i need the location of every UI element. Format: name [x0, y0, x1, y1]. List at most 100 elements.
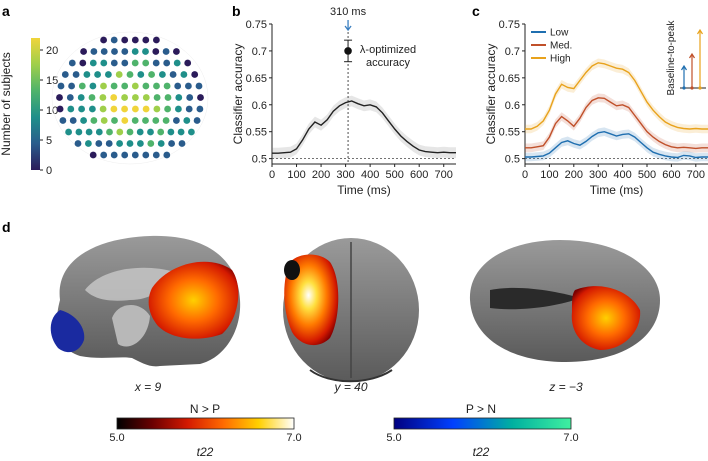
series-low-line — [525, 130, 708, 159]
scalp-outline — [51, 31, 209, 165]
electrode-dot — [57, 82, 65, 90]
electrode-dot — [121, 117, 129, 124]
electrode-dot — [100, 59, 108, 67]
panel-c-xlabel: Time (ms) — [590, 183, 644, 197]
electrode-dot — [131, 59, 139, 67]
x-tick-label: 500 — [385, 169, 403, 181]
electrode-dot — [147, 140, 155, 147]
colorbar-tick-label: 10 — [46, 105, 58, 117]
series-high-line — [525, 62, 708, 130]
electrode-dot — [121, 59, 129, 67]
electrode-dot — [116, 128, 124, 136]
colorbar-label: Number of subjects — [0, 52, 13, 155]
inset-arrow-icon — [688, 52, 696, 88]
electrode-dot — [142, 59, 150, 67]
x-tick-label: 400 — [613, 169, 631, 181]
electrode-dot — [105, 140, 113, 147]
electrode-dot — [193, 117, 201, 124]
electrode-dot — [137, 71, 145, 78]
electrode-dot — [153, 82, 160, 90]
electrode-dot — [59, 117, 67, 124]
y-tick-label: 0.6 — [505, 100, 520, 112]
electrode-dot — [74, 140, 82, 147]
coord-sagittal: x = 9 — [134, 380, 162, 394]
electrode-dot — [111, 48, 118, 55]
colorbar-tick-label: 5 — [46, 135, 52, 147]
electrode-dot — [142, 94, 150, 101]
inset-label: Baseline-to-peak — [666, 19, 677, 95]
panel-c-ylabel: Classifier accuracy — [484, 44, 498, 145]
electrode-dot — [132, 94, 139, 101]
electrode-dot — [131, 48, 139, 55]
electrode-dot — [152, 151, 160, 159]
electrode-dot — [142, 36, 150, 44]
electrode-dot — [90, 48, 98, 55]
electrode-dot — [147, 128, 154, 136]
panel-c-chart: 0 100 200 300 400 500 600 700 0.5 0.55 0.6 0.65 0.7 0… — [484, 19, 708, 197]
electrode-dot — [89, 151, 97, 159]
x-tick-label: 500 — [638, 169, 656, 181]
colorbar-ticks: 0 5 10 15 20 — [40, 45, 58, 177]
electrode-dot — [110, 94, 118, 101]
electrode-dot — [126, 140, 134, 147]
panel-label-c: c — [472, 3, 480, 19]
electrode-dot — [148, 71, 156, 78]
electrode-dot — [169, 71, 177, 78]
electrode-dot — [121, 105, 128, 113]
electrode-dot — [131, 151, 139, 159]
x-tick-label: 300 — [336, 169, 354, 181]
electrode-dot — [126, 71, 134, 78]
inset-base-dot — [690, 86, 694, 90]
accuracy-line — [272, 100, 456, 154]
electrode-dot — [132, 105, 139, 113]
electrode-dot — [68, 59, 76, 67]
colorbar-tick-label: 15 — [46, 75, 58, 87]
electrode-dot — [175, 105, 182, 113]
electrode-dot — [183, 117, 191, 124]
sagittal-brain-image — [50, 235, 241, 367]
y-tick-label: 0.75 — [246, 19, 267, 31]
electrode-dot — [111, 117, 118, 124]
coord-axial: z = −3 — [548, 380, 583, 394]
colorbar-pn — [393, 417, 572, 430]
electrode-dot — [106, 128, 113, 136]
electrode-dot — [69, 117, 77, 124]
y-tick-label: 0.7 — [252, 46, 267, 58]
electrode-dot — [85, 140, 92, 147]
electrode-dot — [174, 82, 182, 90]
x-tick-label: 700 — [687, 169, 705, 181]
electrode-dot — [100, 117, 108, 124]
electrode-dot — [131, 36, 139, 44]
electrode-dot — [110, 36, 118, 44]
colorbar-pn-max: 7.0 — [563, 432, 578, 444]
panel-b-ylabel: Classifier accuracy — [231, 44, 245, 145]
arrow-down-icon — [344, 20, 352, 32]
legend-label: High — [550, 54, 571, 65]
series-med-line — [525, 97, 708, 150]
colorbar-pn-unit: t22 — [473, 445, 490, 459]
electrode-dot — [67, 105, 75, 113]
legend-label: Low — [550, 28, 569, 39]
electrode-dot — [152, 117, 160, 124]
electrode-dot — [131, 82, 139, 90]
y-tick-label: 0.65 — [246, 73, 267, 85]
electrode-dot — [115, 71, 123, 78]
electrode-dot — [188, 128, 195, 136]
electrode-dot — [100, 151, 108, 159]
electrode-dot — [100, 36, 107, 44]
coord-coronal: y = 40 — [333, 380, 367, 394]
electrode-dot — [90, 117, 98, 124]
electrode-dot — [79, 59, 87, 67]
x-tick-label: 200 — [312, 169, 330, 181]
electrode-dot — [72, 71, 80, 78]
electrode-dot — [89, 82, 97, 90]
electrode-dot — [56, 105, 64, 113]
electrode-dot — [162, 117, 170, 124]
electrode-dot — [78, 82, 86, 90]
axial-brain-image — [469, 240, 660, 362]
electrode-dot — [163, 82, 171, 90]
optimized-point — [344, 47, 352, 55]
panel-d: x = 9 y = 40 z = −3 N > P 5.0 7.0 t22 P … — [50, 235, 660, 459]
electrode-dot — [83, 71, 91, 78]
